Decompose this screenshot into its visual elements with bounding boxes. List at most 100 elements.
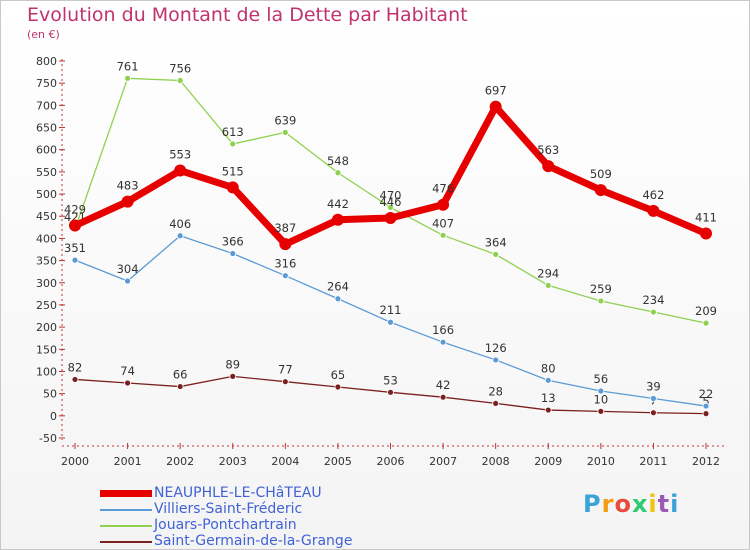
- data-point: [702, 402, 710, 410]
- data-point: [492, 400, 500, 407]
- data-label: 42: [436, 378, 451, 392]
- data-label: 697: [485, 84, 507, 98]
- data-point: [229, 140, 237, 148]
- data-point: [700, 227, 712, 240]
- y-tick-label: 500: [36, 188, 57, 201]
- legend-label: Saint-Germain-de-la-Grange: [154, 533, 353, 549]
- y-tick-label: 550: [36, 166, 57, 179]
- x-tick-label: 2011: [639, 455, 667, 468]
- y-tick-label: 450: [36, 210, 57, 223]
- data-point: [387, 203, 394, 211]
- y-tick-label: 700: [36, 99, 57, 112]
- data-label: 483: [117, 179, 139, 193]
- data-point: [176, 232, 184, 240]
- data-label: 442: [327, 197, 349, 211]
- y-tick-label: 750: [36, 77, 57, 90]
- data-point: [71, 256, 79, 264]
- proxiti-logo: Proxiti: [583, 490, 680, 518]
- data-label: 294: [537, 266, 559, 280]
- x-tick-label: 2006: [377, 455, 405, 468]
- data-point: [544, 376, 552, 384]
- chart-title: Evolution du Montant de la Dette par Hab…: [27, 4, 468, 26]
- series-3: 827466897765534228131075: [68, 357, 710, 418]
- series-0: 429 483 553 515 387 442 446 476 697 563 509 462 411: [64, 84, 717, 251]
- data-label: 462: [642, 188, 664, 202]
- data-point: [492, 250, 500, 258]
- data-point: [176, 77, 184, 84]
- data-label: 756: [169, 62, 191, 76]
- data-point: [387, 318, 394, 326]
- data-point: [702, 319, 710, 327]
- data-label: 56: [594, 372, 609, 386]
- legend-swatch: [100, 509, 152, 511]
- data-label: 429: [64, 203, 86, 217]
- data-point: [229, 250, 237, 257]
- data-label: 13: [541, 391, 556, 405]
- data-point: [334, 169, 342, 177]
- data-label: 234: [642, 293, 664, 307]
- data-label: 515: [222, 164, 244, 178]
- legend-swatch: [100, 525, 152, 527]
- data-point: [702, 410, 710, 418]
- x-tick-label: 2005: [324, 455, 352, 468]
- y-tick-label: 300: [36, 277, 57, 290]
- data-point: [71, 376, 79, 383]
- data-label: 411: [695, 211, 717, 225]
- data-point: [650, 395, 657, 402]
- data-point: [124, 74, 131, 82]
- data-label: 28: [488, 384, 503, 398]
- data-label: 89: [225, 357, 240, 371]
- y-tick-label: 400: [36, 232, 57, 245]
- data-point: [597, 297, 605, 305]
- x-tick-label: 2009: [534, 455, 562, 468]
- x-tick-label: 2008: [482, 455, 510, 468]
- data-label: 613: [222, 125, 244, 139]
- data-label: 406: [169, 217, 191, 231]
- data-label: 761: [117, 59, 139, 73]
- data-label: 209: [695, 304, 717, 318]
- data-point: [597, 407, 605, 415]
- data-point: [229, 372, 237, 380]
- data-point: [281, 272, 289, 280]
- y-tick-label: -50: [39, 432, 57, 445]
- data-label: 5: [702, 395, 709, 409]
- y-tick-label: 800: [36, 55, 57, 68]
- data-point: [384, 212, 397, 225]
- data-label: 53: [383, 373, 398, 387]
- data-point: [174, 164, 187, 177]
- data-label: 304: [117, 262, 139, 276]
- y-tick-label: 0: [50, 410, 57, 423]
- data-point: [331, 213, 344, 226]
- data-label: 476: [432, 182, 454, 196]
- data-point: [439, 393, 447, 401]
- data-point: [334, 295, 342, 303]
- y-tick-label: 100: [36, 365, 57, 378]
- data-label: 364: [485, 235, 507, 249]
- data-point: [121, 195, 134, 208]
- data-point: [124, 379, 131, 387]
- y-tick-label: 50: [43, 388, 57, 401]
- y-tick-label: 150: [36, 343, 57, 356]
- data-label: 548: [327, 154, 349, 168]
- data-label: 259: [590, 282, 612, 296]
- data-point: [437, 198, 450, 211]
- data-label: 563: [537, 143, 559, 157]
- y-tick-label: 200: [36, 321, 57, 334]
- data-label: 316: [274, 257, 296, 271]
- x-tick-label: 2004: [271, 455, 299, 468]
- plot-area: 8274668977655342281310753513044063663162…: [64, 59, 717, 418]
- data-label: 39: [646, 380, 661, 394]
- data-point: [124, 277, 131, 285]
- legend-label: Villiers-Saint-Fréderic: [154, 501, 303, 517]
- data-label: 264: [327, 280, 349, 294]
- data-label: 166: [432, 323, 454, 337]
- data-point: [226, 181, 239, 194]
- data-label: 387: [274, 221, 296, 235]
- x-tick-label: 2002: [166, 455, 194, 468]
- data-label: 74: [120, 364, 135, 378]
- data-label: 509: [590, 167, 612, 181]
- y-tick-label: 650: [36, 122, 57, 135]
- data-label: 77: [278, 363, 293, 377]
